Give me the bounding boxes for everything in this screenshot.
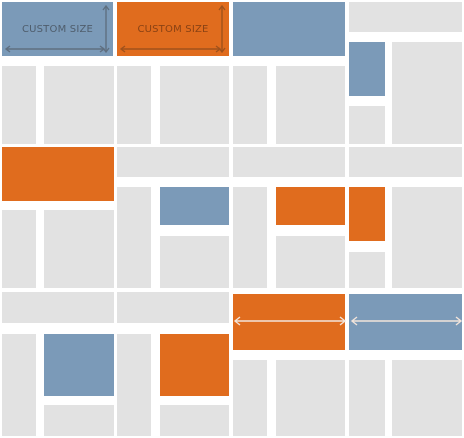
- tile-gray: [233, 187, 267, 288]
- tile-custom-size-blue: CUSTOM SIZE: [2, 2, 113, 56]
- tile-gray: [233, 147, 345, 177]
- tile-blue: [44, 334, 114, 396]
- tile-gray: [349, 360, 385, 436]
- tile-gray: [160, 405, 229, 436]
- tile-gray: [276, 360, 345, 436]
- tile-gray: [117, 66, 151, 144]
- tile-gray: [233, 360, 267, 436]
- tile-gray: [233, 66, 267, 144]
- tile-gray: [349, 147, 462, 177]
- custom-size-label: CUSTOM SIZE: [21, 23, 94, 35]
- tile-gray: [44, 66, 114, 144]
- tile-gray: [349, 2, 462, 32]
- tile-gray: [117, 147, 229, 177]
- tile-gray: [349, 252, 385, 288]
- tile-custom-size-orange: CUSTOM SIZE: [117, 2, 229, 56]
- tile-gray: [392, 360, 462, 436]
- tile-gray: [392, 42, 462, 144]
- tile-orange: [276, 187, 345, 225]
- tile-gray: [117, 292, 229, 323]
- tile-gray: [117, 334, 151, 436]
- tile-gray: [160, 66, 229, 144]
- tile-gray: [117, 187, 151, 288]
- tile-gray: [276, 66, 345, 144]
- tile-blue: [349, 42, 385, 96]
- tile-wide-blue: [349, 294, 462, 350]
- tile-gray: [349, 106, 385, 144]
- tile-orange: [349, 187, 385, 241]
- tile-gray: [44, 405, 114, 436]
- tile-wide-orange: [233, 294, 345, 350]
- tile-gray: [392, 187, 462, 288]
- tile-gray: [2, 334, 36, 436]
- tile-orange: [160, 334, 229, 396]
- tile-gray: [2, 210, 36, 288]
- tile-blue: [160, 187, 229, 225]
- tile-gray: [2, 292, 114, 323]
- tile-gray: [276, 236, 345, 288]
- tile-orange: [2, 147, 114, 201]
- custom-size-label: CUSTOM SIZE: [137, 23, 209, 35]
- tile-gray: [160, 236, 229, 288]
- tile-gray: [44, 210, 114, 288]
- tile-gray: [2, 66, 36, 144]
- tile-blue: [233, 2, 345, 56]
